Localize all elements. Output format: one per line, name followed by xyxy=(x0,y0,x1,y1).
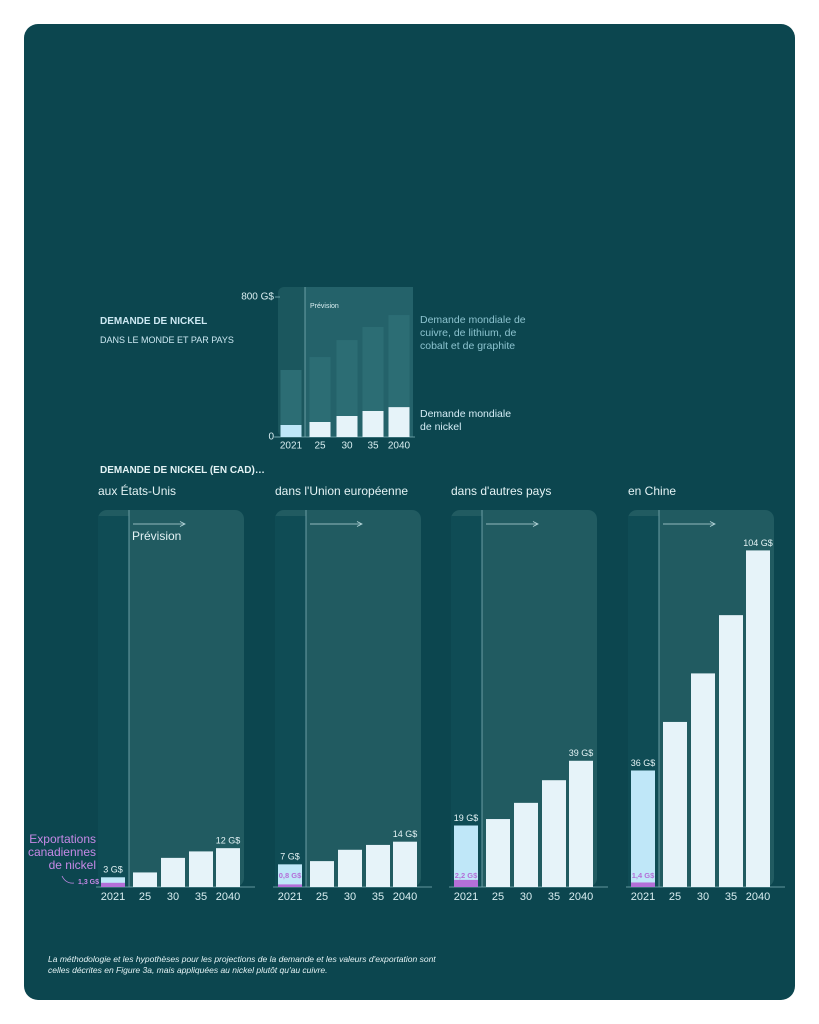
demand-bar xyxy=(663,721,687,887)
export-bar xyxy=(278,884,302,887)
demand-bar xyxy=(278,864,302,887)
x-tick-label: 35 xyxy=(372,891,384,903)
x-tick-label: 25 xyxy=(139,891,151,903)
history-background xyxy=(451,516,482,887)
demand-bar xyxy=(133,872,157,887)
demand-bar xyxy=(189,851,213,887)
x-tick-label: 2040 xyxy=(393,891,417,903)
bar-segment xyxy=(309,421,331,437)
plot-background xyxy=(98,510,244,887)
bar-segment xyxy=(280,424,302,437)
bar-segment xyxy=(336,340,358,416)
bar-segment xyxy=(280,369,302,425)
value-label: 39 G$ xyxy=(569,748,594,758)
export-bar xyxy=(454,879,478,887)
value-label: 7 G$ xyxy=(280,852,300,862)
x-tick-label: 2040 xyxy=(388,441,411,452)
x-tick-label: 30 xyxy=(341,441,353,452)
value-label: 104 G$ xyxy=(743,538,773,548)
demand-bar xyxy=(454,825,478,887)
x-tick-label: 2040 xyxy=(216,891,240,903)
forecast-label: Prévision xyxy=(132,529,181,543)
history-background xyxy=(98,516,129,887)
bar-segment xyxy=(309,357,331,422)
value-label: 36 G$ xyxy=(631,758,656,768)
forecast-label: Prévision xyxy=(310,303,339,310)
demand-bar xyxy=(691,673,715,887)
value-label: 19 G$ xyxy=(454,813,479,823)
x-tick-label: 2021 xyxy=(280,441,303,452)
demand-bar xyxy=(569,760,593,887)
demand-bar xyxy=(216,848,240,887)
x-tick-label: 35 xyxy=(548,891,560,903)
x-tick-label: 2040 xyxy=(746,891,770,903)
demand-bar xyxy=(542,780,566,887)
x-tick-label: 2021 xyxy=(454,891,478,903)
chart-title: DEMANDE DE NICKEL xyxy=(100,316,208,327)
demand-bar xyxy=(338,849,362,887)
x-tick-label: 2040 xyxy=(569,891,593,903)
x-tick-label: 25 xyxy=(316,891,328,903)
bar-segment xyxy=(388,407,410,437)
demand-bar xyxy=(310,861,334,887)
chart-title: dans l'Union européenne xyxy=(275,484,409,498)
x-tick-label: 25 xyxy=(492,891,504,903)
legend-label: Exportations canadiennes de nickel xyxy=(27,832,96,872)
demand-bar xyxy=(366,844,390,887)
chart-title: aux États-Unis xyxy=(98,484,177,498)
forecast-arrowhead xyxy=(179,521,186,527)
legend-label: Demande mondiale de cuivre, de lithium, … xyxy=(420,314,526,352)
bar-segment xyxy=(388,315,410,408)
demand-bar xyxy=(161,857,185,887)
x-tick-label: 35 xyxy=(725,891,737,903)
history-background xyxy=(275,516,306,887)
plot-background xyxy=(275,510,421,887)
value-label: 2,2 G$ xyxy=(455,871,478,880)
value-label: 14 G$ xyxy=(393,829,418,839)
x-tick-label: 25 xyxy=(669,891,681,903)
x-tick-label: 30 xyxy=(167,891,179,903)
section-title: DEMANDE DE NICKEL (EN CAD)… xyxy=(100,465,265,476)
value-label: 3 G$ xyxy=(103,865,123,875)
value-label: 0,8 G$ xyxy=(279,871,302,880)
x-tick-label: 35 xyxy=(367,441,379,452)
demand-bar xyxy=(486,819,510,887)
forecast-arrowhead xyxy=(709,521,716,527)
bar-segment xyxy=(362,326,384,411)
bar-segment xyxy=(336,416,358,437)
value-label: 12 G$ xyxy=(216,836,241,846)
x-tick-label: 30 xyxy=(697,891,709,903)
y-tick-label: 800 G$ xyxy=(241,292,274,303)
x-tick-label: 30 xyxy=(344,891,356,903)
demand-bar xyxy=(393,841,417,887)
x-tick-label: 2021 xyxy=(631,891,655,903)
value-label: 1,4 G$ xyxy=(632,871,655,880)
export-bar xyxy=(101,882,125,887)
demand-bar xyxy=(631,770,655,887)
forecast-arrowhead xyxy=(356,521,363,527)
demand-bar xyxy=(746,550,770,887)
forecast-arrowhead xyxy=(532,521,539,527)
export-bar xyxy=(631,882,655,887)
legend-connector xyxy=(61,875,75,884)
chart-subtitle: DANS LE MONDE ET PAR PAYS xyxy=(100,335,234,345)
x-tick-label: 2021 xyxy=(101,891,125,903)
chart-title: en Chine xyxy=(628,484,677,498)
y-tick-label: 0 xyxy=(268,432,274,443)
x-tick-label: 35 xyxy=(195,891,207,903)
footnote: La méthodologie et les hypothèses pour l… xyxy=(48,954,436,975)
value-label: 1,3 G$ xyxy=(78,879,99,886)
chart-title: dans d'autres pays xyxy=(451,484,552,498)
bar-segment xyxy=(362,410,384,437)
demand-bar xyxy=(719,615,743,887)
x-tick-label: 2021 xyxy=(278,891,302,903)
demand-bar xyxy=(101,877,125,887)
x-tick-label: 25 xyxy=(314,441,326,452)
legend-label: Demande mondiale de nickel xyxy=(420,408,512,433)
demand-bar xyxy=(514,802,538,887)
x-tick-label: 30 xyxy=(520,891,532,903)
